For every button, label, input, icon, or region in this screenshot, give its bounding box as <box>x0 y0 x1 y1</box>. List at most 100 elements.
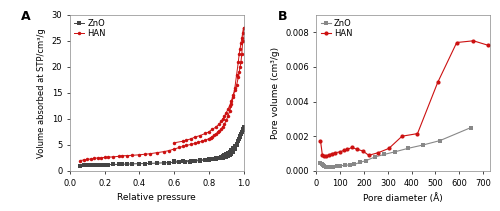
ZnO <box>318 163 324 166</box>
HAN <box>210 135 216 138</box>
X-axis label: Relative pressure: Relative pressure <box>118 193 196 202</box>
HAN <box>341 149 347 152</box>
HAN <box>225 115 231 118</box>
ZnO <box>236 137 242 140</box>
ZnO <box>232 148 238 150</box>
HAN <box>332 151 338 154</box>
HAN <box>318 139 324 142</box>
ZnO <box>124 163 130 165</box>
ZnO <box>166 161 172 164</box>
ZnO <box>216 157 222 160</box>
HAN <box>322 155 328 157</box>
HAN <box>208 136 214 139</box>
ZnO <box>210 158 216 161</box>
ZnO <box>102 163 107 166</box>
ZnO <box>223 156 229 158</box>
ZnO <box>381 153 387 156</box>
ZnO <box>326 166 332 168</box>
Line: ZnO: ZnO <box>78 125 245 168</box>
X-axis label: Pore diameter (Å): Pore diameter (Å) <box>364 193 443 203</box>
HAN <box>213 133 219 135</box>
Text: B: B <box>278 10 288 23</box>
ZnO <box>323 165 329 168</box>
HAN <box>329 152 335 155</box>
ZnO <box>92 164 98 166</box>
ZnO <box>364 159 370 162</box>
ZnO <box>437 139 443 142</box>
HAN <box>354 148 360 150</box>
ZnO <box>136 162 142 165</box>
ZnO <box>318 162 324 164</box>
Line: HAN: HAN <box>78 26 245 162</box>
HAN <box>78 159 84 162</box>
ZnO <box>220 157 226 159</box>
HAN <box>136 154 142 156</box>
ZnO <box>405 147 411 150</box>
ZnO <box>320 164 326 167</box>
ZnO <box>420 144 426 146</box>
ZnO <box>240 129 246 132</box>
HAN <box>376 151 382 154</box>
ZnO <box>147 162 153 165</box>
HAN <box>434 81 440 84</box>
HAN <box>414 132 420 135</box>
Line: HAN: HAN <box>318 39 490 158</box>
Legend: ZnO, HAN: ZnO, HAN <box>74 19 106 38</box>
ZnO <box>187 160 193 163</box>
ZnO <box>228 153 234 155</box>
ZnO <box>222 156 228 159</box>
ZnO <box>372 156 378 158</box>
HAN <box>236 60 242 63</box>
ZnO <box>328 166 334 169</box>
ZnO <box>182 161 188 163</box>
ZnO <box>238 133 244 136</box>
ZnO <box>342 164 348 167</box>
ZnO <box>346 164 352 166</box>
HAN <box>484 44 490 46</box>
ZnO <box>218 157 224 160</box>
ZnO <box>105 163 111 166</box>
ZnO <box>237 135 243 137</box>
ZnO <box>84 164 90 167</box>
HAN <box>326 154 332 156</box>
HAN <box>399 135 405 138</box>
ZnO <box>110 163 116 166</box>
HAN <box>366 154 372 157</box>
ZnO <box>468 126 474 129</box>
ZnO <box>236 139 242 142</box>
ZnO <box>352 163 358 166</box>
Line: ZnO: ZnO <box>318 126 473 169</box>
ZnO <box>239 131 245 134</box>
HAN <box>240 27 246 29</box>
HAN <box>320 154 326 157</box>
ZnO <box>98 164 104 166</box>
HAN <box>470 39 476 42</box>
ZnO <box>142 162 148 165</box>
ZnO <box>213 158 219 160</box>
ZnO <box>78 164 84 167</box>
ZnO <box>234 144 239 146</box>
HAN <box>386 147 392 150</box>
ZnO <box>197 159 203 162</box>
ZnO <box>95 164 101 166</box>
ZnO <box>240 125 246 128</box>
ZnO <box>206 158 212 161</box>
ZnO <box>88 164 94 166</box>
ZnO <box>358 161 364 164</box>
ZnO <box>81 164 87 167</box>
ZnO <box>322 165 328 167</box>
ZnO <box>202 159 208 161</box>
ZnO <box>116 163 121 166</box>
ZnO <box>225 155 231 158</box>
Y-axis label: Volume absorbed at STP/cm³/g: Volume absorbed at STP/cm³/g <box>37 28 46 158</box>
ZnO <box>330 165 336 168</box>
ZnO <box>171 161 177 164</box>
HAN <box>349 146 355 149</box>
ZnO <box>119 163 125 165</box>
ZnO <box>130 163 136 165</box>
ZnO <box>337 164 343 167</box>
ZnO <box>226 154 232 157</box>
Text: A: A <box>22 10 31 23</box>
Legend: ZnO, HAN: ZnO, HAN <box>320 19 352 38</box>
ZnO <box>392 151 398 153</box>
